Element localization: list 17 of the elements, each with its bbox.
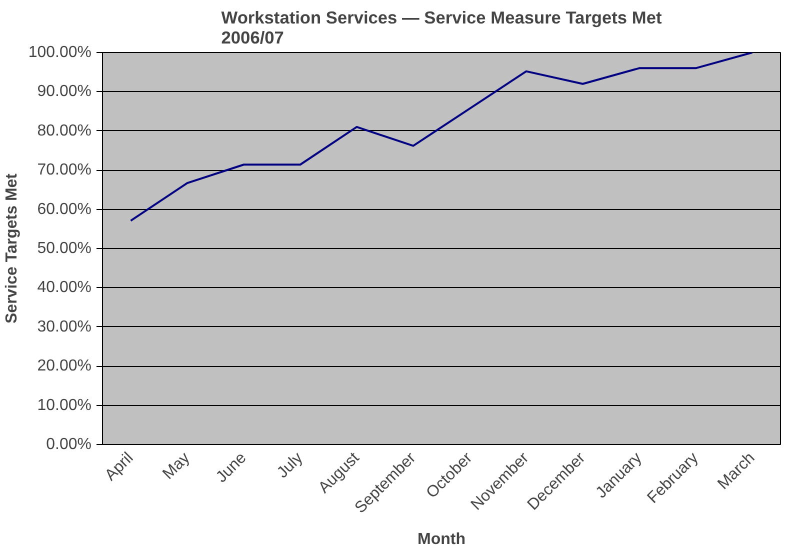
y-tick-label: 70.00%: [37, 162, 92, 179]
y-axis-title: Service Targets Met: [3, 172, 20, 324]
y-tick-label: 60.00%: [37, 200, 92, 218]
x-axis-title: Month: [418, 530, 466, 548]
y-tick-label: 30.00%: [37, 318, 92, 336]
x-tick-label: May: [160, 449, 194, 483]
y-tick-label: 20.00%: [37, 358, 92, 375]
y-tick-label: 90.00%: [37, 83, 92, 100]
x-tick-label: July: [274, 449, 306, 482]
chart-title: Workstation Services — Service Measure Targets Met 2006/07: [221, 8, 662, 48]
line-series: [130, 52, 754, 222]
y-tick-label: 50.00%: [37, 240, 92, 257]
y-tick-label: 80.00%: [37, 122, 92, 140]
y-tick-label: 0.00%: [46, 436, 92, 453]
y-tick-label: 10.00%: [37, 396, 92, 414]
y-tick-label: 40.00%: [37, 279, 92, 296]
y-tick-label: 100.00%: [28, 44, 92, 61]
